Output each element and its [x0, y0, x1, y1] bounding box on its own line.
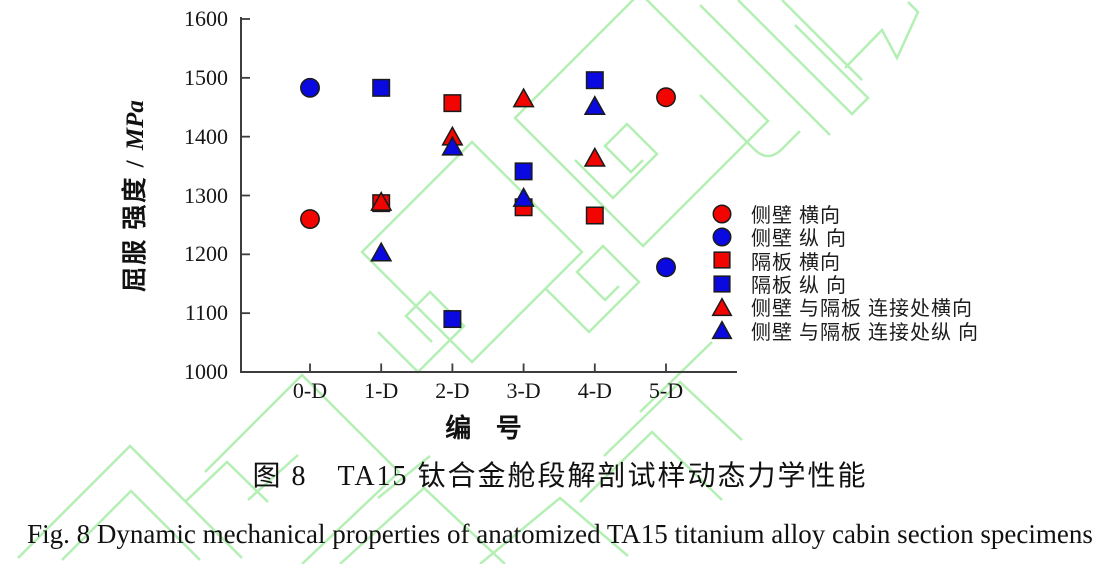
- legend-item-label: 隔板 纵 向: [751, 275, 847, 298]
- figure-caption-chinese: 图 8 TA15 钛合金舱段解剖试样动态力学性能: [252, 461, 868, 492]
- data-point-marker: [583, 95, 606, 116]
- x-axis-tick-label: 3-D: [506, 378, 541, 403]
- axis-lines: [240, 17, 737, 373]
- y-axis-title: 屈服 强度 / MPa: [115, 100, 151, 292]
- data-point-marker: [712, 227, 732, 247]
- data-point-marker: [514, 162, 533, 181]
- data-point-marker: [443, 94, 462, 113]
- x-axis-tick-label: 2-D: [435, 378, 470, 403]
- data-point-marker: [512, 186, 535, 207]
- x-axis-tick-label: 1-D: [364, 378, 399, 403]
- legend-item: 侧壁 纵 向: [709, 225, 979, 251]
- figure-caption-english: Fig. 8 Dynamic mechanical properties of …: [27, 519, 1093, 549]
- legend-marker-icon: [713, 251, 731, 269]
- y-axis-tick-label: 1600: [184, 6, 228, 31]
- legend-item: 隔板 横向: [709, 249, 979, 274]
- legend-item-label: 侧壁 纵 向: [751, 228, 847, 251]
- x-axis-tick-label: 5-D: [648, 378, 684, 403]
- legend-item-label: 侧壁 与隔板 连接处横向: [751, 298, 973, 321]
- legend-item-label: 侧壁 横向: [751, 205, 841, 228]
- y-axis-tick-label: 1100: [184, 300, 228, 326]
- y-axis-tick-label: 1300: [184, 182, 228, 208]
- y-axis-tick-label: 1200: [184, 241, 228, 267]
- legend-marker-icon: [713, 274, 731, 293]
- x-axis-tick-label: 0-D: [292, 378, 328, 403]
- legend-marker-icon: [712, 204, 732, 224]
- data-point-marker: [300, 209, 320, 229]
- data-point-marker: [713, 274, 731, 293]
- legend-marker-icon: [711, 296, 733, 316]
- x-axis-tick-label: 4-D: [577, 378, 612, 403]
- data-point-marker: [712, 204, 732, 224]
- data-point-marker: [585, 71, 604, 90]
- legend-item-label: 隔板 横向: [751, 251, 841, 274]
- legend-item: 隔板 纵 向: [709, 272, 979, 298]
- legend-marker-icon: [711, 320, 733, 340]
- y-axis-title-text: 屈服 强度: [122, 175, 149, 292]
- data-point-marker: [300, 77, 320, 98]
- data-point-marker: [512, 87, 535, 108]
- data-point-marker: [711, 320, 733, 340]
- data-point-marker: [656, 257, 676, 278]
- y-axis-tick-label: 1000: [184, 359, 228, 384]
- y-axis-tick-label: 1500: [184, 64, 228, 90]
- legend-item-label: 侧壁 与隔板 连接处纵 向: [751, 321, 979, 344]
- legend-item: 侧壁 与隔板 连接处横向: [709, 295, 979, 321]
- x-axis-title: 编 号: [445, 414, 531, 443]
- data-point-marker: [585, 206, 604, 225]
- y-axis-unit: MPa: [122, 100, 149, 151]
- data-point-marker: [713, 251, 731, 269]
- legend-marker-icon: [712, 227, 732, 247]
- data-point-marker: [443, 310, 462, 329]
- legend-item: 侧壁 与隔板 连接处纵 向: [709, 318, 979, 344]
- y-axis-tick-label: 1400: [184, 123, 228, 149]
- data-point-marker: [711, 296, 733, 316]
- legend: 侧壁 横向 侧壁 纵 向隔板 横向 隔板 纵 向侧壁 与隔板 连接处横向 侧壁 与隔板…: [709, 202, 979, 344]
- scatter-chart: 屈服 强度 / MPa 编 号 侧壁 横向 侧壁 纵 向隔板 横向 隔板 纵 向侧壁…: [115, 6, 979, 443]
- data-point-marker: [372, 78, 391, 97]
- data-point-marker: [370, 241, 393, 262]
- data-point-marker: [656, 87, 676, 108]
- data-point-marker: [583, 146, 606, 167]
- y-axis-title-separator: /: [122, 150, 149, 176]
